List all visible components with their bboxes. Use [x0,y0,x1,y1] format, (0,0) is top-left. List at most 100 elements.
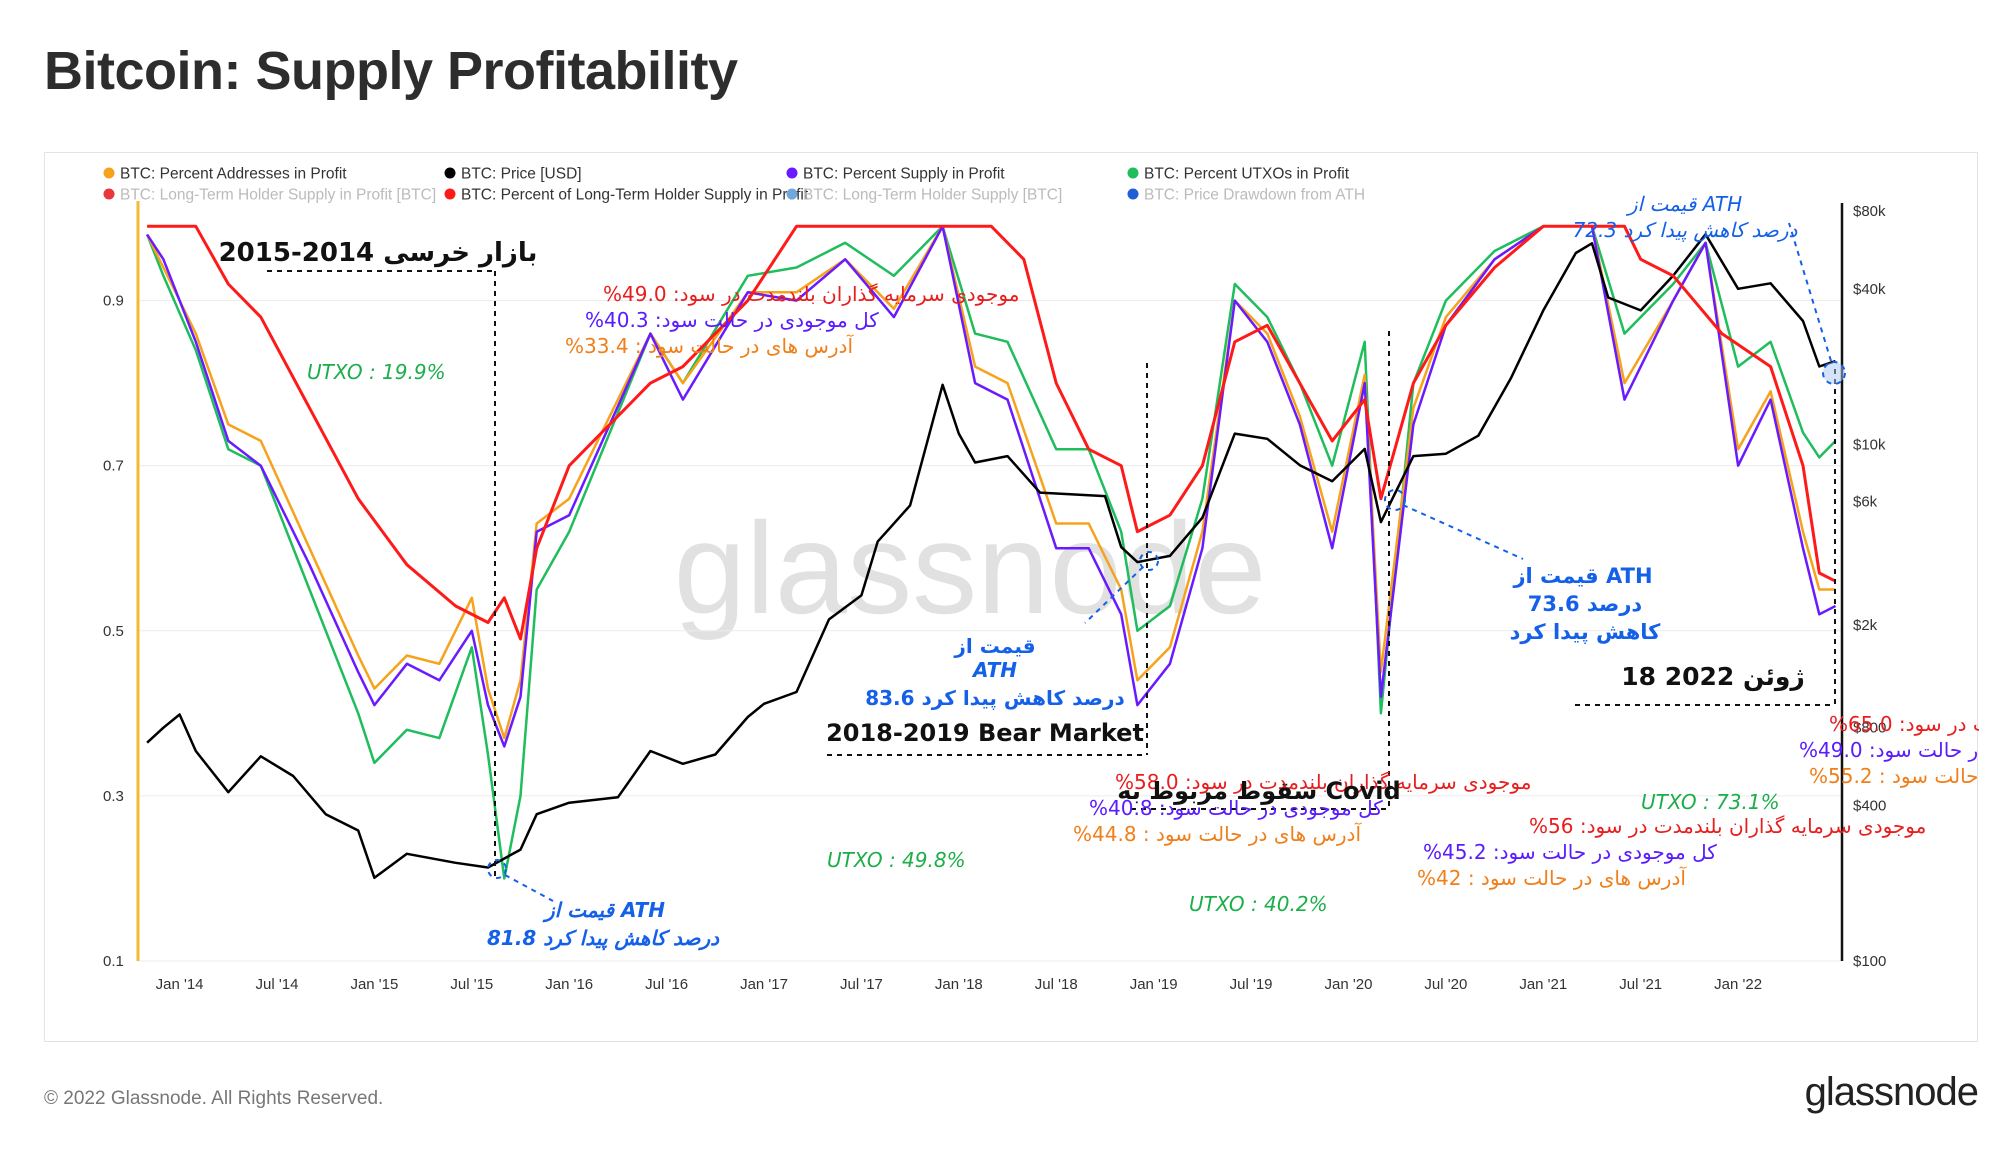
series-layer [145,224,1837,880]
y-left-tick-label: 0.3 [103,788,124,805]
y-right-tick-label: $2k [1853,617,1878,634]
bear-2018-addr: آدرس های در حالت سود : 44.8% [1073,821,1362,846]
x-ticks: Jan '14 Jul '14 Jan '15 Jul '15 Jan '16 Jul '… [156,976,1762,993]
glassnode-logo[interactable]: glassnode [1804,1070,1979,1114]
x-tick-label: Jan '20 [1325,976,1373,993]
legend-swatch [103,188,115,200]
legend-swatch [1127,188,1139,200]
y-right-ticks: $80k $40k $10k $6k $2k $800 $400 $100 [1853,203,1886,970]
footer-copyright: © 2022 Glassnode. All Rights Reserved. [44,1088,384,1109]
x-tick-label: Jul '17 [840,976,883,993]
ath-2022-line1: قیمت از ATH [1625,192,1742,216]
chart-watermark: glassnode [674,495,1267,641]
legend-item-label[interactable]: BTC: Price [USD] [461,166,582,183]
y-right-tick-label: $400 [1853,797,1886,814]
ath-2018-line3: 83.6 درصد کاهش پیدا کرد [865,686,1125,711]
ath-marker-2020 [1384,489,1406,511]
x-tick-label: Jan '21 [1519,976,1567,993]
legend-item-label[interactable]: BTC: Percent Supply in Profit [803,166,1005,183]
bear-2018-supply: کل موجودی در حالت سود: 40.8% [1089,796,1383,820]
legend-item-label[interactable]: BTC: Long-Term Holder Supply in Profit [… [120,187,436,204]
bear-2018-lth: موجودی سرمایه گذاران بلندمدت در سود: 58.… [1115,770,1531,794]
covid-title: سقوط مربوط به Covid [1117,777,1400,805]
ath-2020-line1: قیمت از ATH [1512,564,1652,588]
legend-item-label[interactable]: BTC: Percent UTXOs in Profit [1144,166,1350,183]
ath-2018-line1: قیمت از [953,634,1035,658]
y-left-ticks: 0.9 0.7 0.5 0.3 0.1 [103,293,124,970]
y-left-tick-label: 0.9 [103,293,124,310]
legend-swatch [786,188,798,200]
ath-2015-line1: قیمت از ATH [542,898,665,923]
chart: glassnode 0.9 0.7 0.5 0.3 0.1 $80k $40k $10k $6… [103,166,1979,994]
x-tick-label: Jul '16 [645,976,688,993]
x-tick-label: Jul '21 [1619,976,1662,993]
x-tick-label: Jan '19 [1130,976,1178,993]
x-tick-label: Jul '19 [1230,976,1273,993]
legend-item-label[interactable]: BTC: Long-Term Holder Supply [BTC] [803,187,1062,204]
now-supply: کل موجودی در حالت سود: 49.0% [1799,738,1979,762]
series-lth-profit-line [147,224,1837,641]
y-right-tick-label: $10k [1853,436,1886,453]
legend-item-label[interactable]: BTC: Percent of Long-Term Holder Supply … [461,187,809,204]
covid-supply: کل موجودی در حالت سود: 45.2% [1423,840,1717,864]
x-tick-label: Jan '16 [545,976,593,993]
now-lth: موجودی سرمایه گذاران بلندمدت در سود: 65.… [1829,712,1979,736]
ath-2022-line2: 72.3 درصد کاهش پیدا کرد [1573,218,1798,242]
y-right-tick-label: $80k [1853,203,1886,220]
x-tick-label: Jul '18 [1035,976,1078,993]
x-tick-label: Jan '18 [935,976,983,993]
ath-marker-2018 [1139,551,1159,571]
x-tick-label: Jul '15 [450,976,493,993]
legend-swatch [444,188,456,200]
y-left-tick-label: 0.7 [103,458,124,475]
bear-2014-supply: کل موجودی در حالت سود: 40.3% [585,308,879,332]
covid-utxo: UTXO : 40.2% [1189,892,1328,916]
y-right-tick-label: $40k [1853,281,1886,298]
bear-2018-utxo: UTXO : 49.8% [827,848,966,872]
y-right-tick-label: $100 [1853,953,1886,970]
x-tick-label: Jan '14 [156,976,204,993]
x-tick-label: Jan '15 [350,976,398,993]
legend-swatch [786,167,798,179]
legend: BTC: Percent Addresses in Profit BTC: Pri… [103,166,1365,204]
ath-2018-line2: ATH [971,658,1017,682]
ath-pointer-2022 [1788,222,1832,362]
y-left-tick-label: 0.1 [103,953,124,970]
ath-2020-line3: کاهش پیدا کرد [1510,620,1662,644]
legend-swatch [1127,167,1139,179]
ath-2015-line2: 81.8 درصد کاهش پیدا کرد [487,926,720,951]
covid-addr: آدرس های در حالت سود : 42% [1417,865,1687,890]
covid-lth: موجودی سرمایه گذاران بلندمدت در سود: 56% [1529,814,1926,838]
x-tick-label: Jan '22 [1714,976,1762,993]
x-tick-label: Jul '14 [256,976,299,993]
chart-frame: glassnode 0.9 0.7 0.5 0.3 0.1 $80k $40k $10k $6… [44,152,1979,1042]
bear-2014-lth: موجودی سرمایه گذاران بلندمدت در سود: 49.… [603,282,1019,306]
ath-pointer-2018 [1084,566,1144,624]
legend-item-label[interactable]: BTC: Price Drawdown from ATH [1144,187,1365,204]
ath-pointer-2020 [1402,504,1524,560]
y-left-tick-label: 0.5 [103,623,124,640]
legend-swatch [444,167,456,179]
series-price-line [146,233,1836,880]
page-title: Bitcoin: Supply Profitability [44,41,738,101]
bear-2014-addr: آدرس های در حالت سود : 33.4% [565,333,854,358]
bear-2014-utxo: UTXO : 19.9% [307,360,446,384]
y-right-tick-label: $800 [1853,720,1886,737]
x-tick-label: Jul '20 [1424,976,1467,993]
bear-2014-title: بازار خرسی 2014-2015 [219,238,538,268]
legend-item-label[interactable]: BTC: Percent Addresses in Profit [120,166,347,183]
annotations: بازار خرسی 2014-2015 موجودی سرمایه گذارا… [219,192,1979,951]
legend-swatch [103,167,115,179]
ath-pointers [487,222,1846,902]
ath-marker-2015 [487,859,507,879]
y-right-tick-label: $6k [1853,494,1878,511]
x-tick-label: Jan '17 [740,976,788,993]
annotation-guides [267,270,1836,881]
now-utxo: UTXO : 73.1% [1641,790,1780,814]
ath-2020-line2: 73.6 درصد [1528,592,1643,616]
gridlines [139,300,1842,962]
now-addr: آدرس های در حالت سود : 55.2% [1809,763,1979,788]
bear-2018-title: 2018-2019 Bear Market [826,719,1144,747]
ath-marker-2022 [1822,361,1846,385]
date-2022: 18 ژوئن 2022 [1621,662,1805,692]
